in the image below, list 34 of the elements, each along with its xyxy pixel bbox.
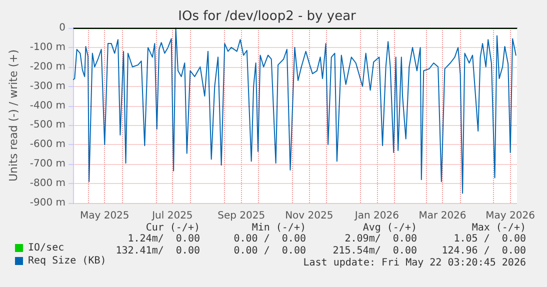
y-tick-label: -700 m [30, 158, 66, 170]
y-tick-label: -300 m [30, 80, 66, 92]
text: 1.24m/ 0.00 [128, 234, 200, 244]
x-tick-label: May 2026 [486, 210, 535, 222]
y-tick-label: -200 m [30, 61, 66, 72]
text: Min (-/+) [252, 222, 306, 234]
text: 124.96 / 0.00 [442, 246, 526, 256]
x-tick-label: Sep 2025 [218, 210, 266, 222]
y-tick-label: -100 m [30, 42, 66, 53]
text: Last update: Fri May 22 03:20:45 2026 [303, 258, 526, 268]
text: Cur (-/+) [146, 222, 200, 234]
y-tick-label: 0 [59, 22, 66, 34]
text: Avg (-/+) [362, 222, 417, 234]
text: 132.41m/ 0.00 [116, 246, 200, 256]
x-tick-label: Jul 2025 [151, 210, 193, 222]
y-tick-label: -600 m [30, 139, 66, 150]
text: 0.00 / 0.00 [234, 246, 306, 256]
x-tick-label: May 2025 [80, 210, 130, 222]
x-tick-label: Mar 2026 [418, 210, 466, 222]
y-tick-label: -400 m [30, 100, 66, 112]
x-tick-label: Nov 2025 [285, 210, 334, 222]
y-tick-label: -800 m [30, 178, 66, 190]
y-tick-label: -900 m [30, 198, 66, 208]
text: 1.05 / 0.00 [454, 234, 526, 244]
y-tick-label: -500 m [30, 120, 66, 131]
legend-label: Req Size (KB) [28, 256, 106, 266]
text: 2.09m/ 0.00 [344, 234, 417, 244]
x-tick-label: Jan 2026 [354, 210, 399, 222]
chart-title: IOs for /dev/loop2 - by year [178, 9, 357, 24]
text: 215.54m/ 0.00 [332, 246, 417, 256]
text: Max (-/+) [472, 222, 526, 234]
y-axis-title: Units read (-) / write (+) [7, 49, 20, 182]
legend-label: IO/sec [28, 242, 64, 254]
text: 0.00 / 0.00 [234, 234, 306, 244]
